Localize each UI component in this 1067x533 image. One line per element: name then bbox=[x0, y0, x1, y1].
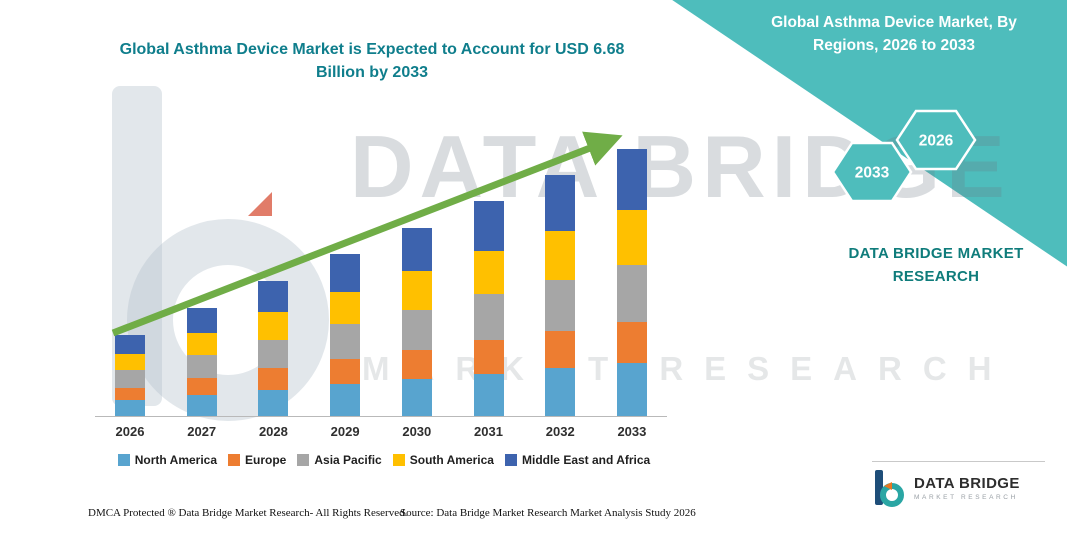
segment-north-america-2031 bbox=[473, 373, 504, 416]
segment-asia-pacific-2033 bbox=[616, 264, 647, 322]
segment-south-america-2028 bbox=[258, 312, 289, 340]
legend-label: South America bbox=[409, 453, 494, 467]
source-note: Source: Data Bridge Market Research Mark… bbox=[400, 507, 696, 519]
hexagon-2033: 2033 bbox=[831, 141, 913, 203]
legend-label: North America bbox=[134, 453, 218, 467]
stacked-bar-2026 bbox=[115, 335, 145, 416]
legend-item-middle-east-and-africa: Middle East and Africa bbox=[504, 453, 651, 467]
legend-label: Europe bbox=[245, 453, 287, 467]
stacked-bar-2031 bbox=[473, 201, 504, 416]
segment-middle-east-and-africa-2026 bbox=[115, 335, 145, 355]
segment-asia-pacific-2027 bbox=[186, 355, 217, 379]
segment-asia-pacific-2032 bbox=[545, 279, 576, 331]
segment-middle-east-and-africa-2031 bbox=[473, 201, 504, 251]
dmca-notice: DMCA Protected ® Data Bridge Market Rese… bbox=[88, 507, 408, 519]
stacked-bar-2033 bbox=[616, 148, 647, 416]
hexagon-2026-label: 2026 bbox=[919, 133, 954, 150]
segment-middle-east-and-africa-2028 bbox=[258, 280, 289, 313]
segment-asia-pacific-2030 bbox=[401, 309, 432, 350]
databridge-logo-icon bbox=[875, 470, 904, 507]
segment-south-america-2029 bbox=[330, 291, 361, 325]
segment-north-america-2027 bbox=[186, 394, 217, 416]
chart-legend: North America Europe Asia Pacific South Ame… bbox=[95, 453, 673, 467]
segment-south-america-2026 bbox=[115, 354, 145, 371]
category-label-2026: 2026 bbox=[115, 424, 145, 439]
segment-middle-east-and-africa-2033 bbox=[616, 148, 647, 211]
segment-middle-east-and-africa-2030 bbox=[401, 227, 432, 272]
side-panel-title: Global Asthma Device Market, By Regions,… bbox=[771, 14, 1017, 55]
legend-label: Asia Pacific bbox=[314, 453, 382, 467]
category-labels-row: 2026 2027 2028 2029 2030 2031 2032 2033 bbox=[95, 424, 667, 439]
segment-europe-2026 bbox=[115, 387, 145, 400]
legend-swatch bbox=[392, 454, 405, 466]
segment-europe-2027 bbox=[186, 378, 217, 395]
legend-item-europe: Europe bbox=[228, 453, 286, 467]
category-label-2029: 2029 bbox=[330, 424, 360, 439]
databridge-logo: DATA BRIDGE MARKET RESEARCH bbox=[872, 461, 1045, 507]
stacked-bar-2027 bbox=[186, 308, 217, 416]
legend-swatch bbox=[504, 454, 517, 466]
segment-north-america-2026 bbox=[115, 400, 145, 416]
category-label-2027: 2027 bbox=[187, 424, 217, 439]
segment-north-america-2030 bbox=[401, 378, 432, 416]
stacked-bar-2029 bbox=[330, 253, 361, 416]
segment-south-america-2032 bbox=[545, 230, 576, 280]
segment-south-america-2033 bbox=[616, 210, 647, 265]
segment-europe-2029 bbox=[330, 358, 361, 384]
hexagon-2033-shape bbox=[831, 141, 913, 203]
side-panel-brand-caption: DATA BRIDGE MARKET RESEARCH bbox=[848, 245, 1024, 285]
stacked-bar-2032 bbox=[545, 175, 576, 416]
hexagon-2026: 2026 bbox=[895, 109, 977, 171]
segment-asia-pacific-2029 bbox=[330, 324, 361, 359]
legend-item-asia-pacific: Asia Pacific bbox=[297, 453, 382, 467]
category-label-2028: 2028 bbox=[258, 424, 288, 439]
stacked-bar-2030 bbox=[401, 227, 432, 416]
segment-middle-east-and-africa-2029 bbox=[330, 253, 361, 292]
segment-north-america-2032 bbox=[545, 368, 576, 416]
category-label-2031: 2031 bbox=[474, 424, 503, 439]
legend-swatch bbox=[117, 454, 130, 466]
category-label-2033: 2033 bbox=[617, 424, 647, 439]
segment-europe-2031 bbox=[473, 340, 504, 374]
category-label-2032: 2032 bbox=[545, 424, 575, 439]
segment-south-america-2030 bbox=[401, 271, 432, 310]
legend-swatch bbox=[297, 454, 310, 466]
chart-title: Global Asthma Device Market is Expected … bbox=[119, 41, 625, 82]
hexagon-2026-shape bbox=[895, 109, 977, 171]
bars-row bbox=[95, 118, 667, 417]
databridge-logo-text: DATA BRIDGE MARKET RESEARCH bbox=[914, 475, 1020, 501]
legend-item-south-america: South America bbox=[392, 453, 494, 467]
segment-europe-2028 bbox=[258, 368, 289, 390]
legend-item-north-america: North America bbox=[117, 453, 218, 467]
segment-middle-east-and-africa-2032 bbox=[545, 175, 576, 231]
segment-europe-2030 bbox=[401, 349, 432, 379]
segment-middle-east-and-africa-2027 bbox=[186, 308, 217, 334]
segment-asia-pacific-2031 bbox=[473, 294, 504, 341]
legend-label: Middle East and Africa bbox=[521, 453, 651, 467]
segment-south-america-2027 bbox=[186, 333, 217, 356]
segment-asia-pacific-2026 bbox=[115, 370, 145, 388]
segment-south-america-2031 bbox=[473, 250, 504, 295]
segment-north-america-2029 bbox=[330, 384, 361, 416]
stacked-bar-2028 bbox=[258, 280, 289, 416]
hexagon-2033-label: 2033 bbox=[855, 165, 890, 182]
databridge-logo-name: DATA BRIDGE bbox=[914, 475, 1020, 492]
segment-north-america-2033 bbox=[616, 363, 647, 416]
segment-asia-pacific-2028 bbox=[258, 339, 289, 369]
segment-europe-2032 bbox=[545, 330, 576, 369]
category-label-2030: 2030 bbox=[402, 424, 432, 439]
segment-europe-2033 bbox=[616, 321, 647, 364]
watermark-text-marketresearch: MARKET RESEARCH bbox=[362, 350, 1013, 387]
segment-north-america-2028 bbox=[258, 389, 289, 416]
legend-swatch bbox=[228, 454, 241, 466]
databridge-logo-subtitle: MARKET RESEARCH bbox=[914, 494, 1018, 501]
